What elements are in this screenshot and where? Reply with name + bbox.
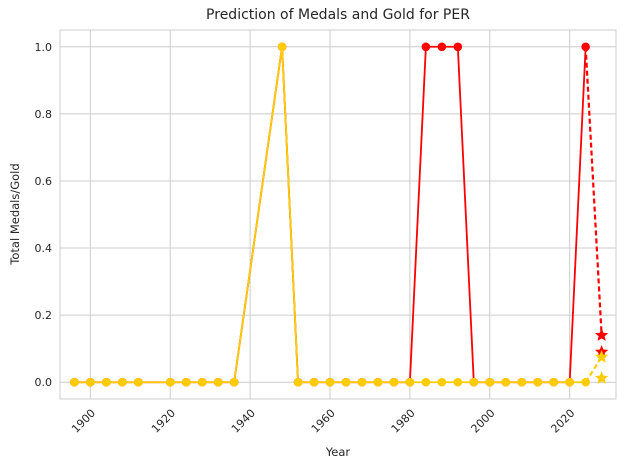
x-tick-label: 1920 [149,407,178,436]
chart-title: Prediction of Medals and Gold for PER [206,7,470,23]
total-medals-prediction-star [594,328,609,341]
gold-medals-point [565,377,574,387]
prediction-layer [584,46,609,384]
gold-medals-prediction-star [594,371,609,384]
y-tick-label: 0.6 [35,175,53,188]
gold-medals-point [389,377,399,387]
gold-medals-point [197,377,207,387]
x-axis-label: Year [325,445,351,459]
gold-medals-point [118,377,127,387]
x-tick-label: 1940 [229,407,258,436]
gold-medals-point [517,377,527,387]
gold-medals-point [549,377,558,387]
total-medals-point [421,42,431,52]
y-tick-label: 0.8 [35,108,53,121]
gold-medals-point [325,377,335,387]
series-layer [70,42,590,387]
gold-medals-point [229,377,239,387]
gold-medals-point [501,377,511,387]
y-axis-label: Total Medals/Gold [8,163,22,265]
gold-medals-point [453,377,463,387]
total-medals-prediction-line [584,46,603,336]
gold-medals-point [86,377,95,387]
x-tick-label: 1960 [309,407,338,436]
gold-medals-prediction-star [594,350,609,363]
gold-medals-point [357,377,367,387]
gold-medals-point [70,377,79,387]
gold-medals-point [102,377,111,387]
x-tick-label: 2000 [469,407,498,436]
gold-medals-point [469,377,479,387]
gold-medals-point [341,377,351,387]
gold-medals-point [133,377,143,387]
gold-medals-point [485,377,495,387]
grid [59,29,617,400]
gold-medals-point [405,377,415,387]
plot-frame [59,29,617,400]
gold-medals-point [421,377,431,387]
y-tick-label: 0.4 [35,242,53,255]
x-tick-label: 1980 [389,407,418,436]
y-axis-ticks: 0.0 0.2 0.4 0.6 0.8 1.0 [35,41,53,389]
gold-medals-point [213,377,223,387]
gold-medals-point [165,377,175,387]
y-tick-label: 0.0 [35,376,53,389]
gold-medals-point [293,377,303,387]
gold-medals-point [277,42,287,52]
gold-medals-point [309,377,319,387]
gold-medals-point [437,377,447,387]
y-tick-label: 1.0 [35,41,53,54]
total-medals-point [437,42,447,52]
x-tick-label: 1900 [69,407,98,436]
x-tick-label: 2020 [548,407,577,436]
total-medals-point [453,42,463,52]
y-tick-label: 0.2 [35,309,53,322]
gold-medals-point [373,377,383,387]
gold-medals-point [533,377,543,387]
x-axis-ticks: 1900 1920 1940 1960 1980 2000 2020 [69,407,577,436]
gold-medals-point [181,377,191,387]
